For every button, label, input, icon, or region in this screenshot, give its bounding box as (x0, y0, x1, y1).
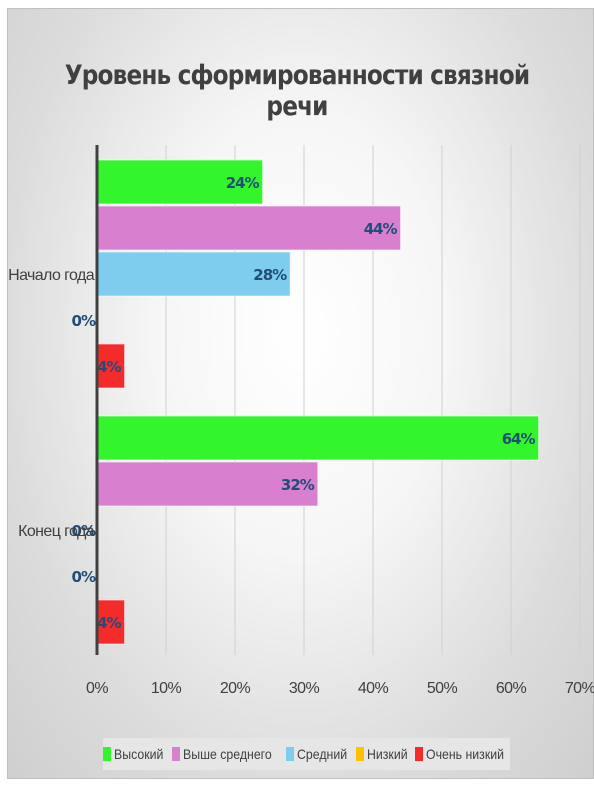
legend-item: Выше среднего (171, 746, 280, 762)
x-tick-label: 40% (358, 680, 389, 697)
bar (96, 343, 126, 389)
legend-swatch (355, 747, 364, 761)
legend-label: Очень низкий (425, 746, 504, 762)
legend-swatch (285, 747, 294, 761)
legend-item: Высокий (102, 746, 166, 762)
bar (96, 251, 291, 297)
legend-swatch (102, 747, 111, 761)
legend-swatch (414, 747, 423, 761)
legend-swatch (171, 747, 180, 761)
x-tick-label: 10% (151, 680, 182, 697)
data-label: 28% (253, 266, 287, 284)
legend-label: Низкий (366, 746, 408, 762)
legend-label: Средний (296, 746, 347, 762)
data-label: 32% (281, 476, 315, 494)
chart-title: Уровень сформированности связной речи (64, 60, 530, 122)
legend-item: Очень низкий (414, 746, 511, 762)
bar (96, 599, 126, 645)
x-tick-label: 0% (86, 680, 108, 697)
data-label: 64% (502, 430, 536, 448)
legend-label: Высокий (113, 746, 164, 762)
x-tick-label: 30% (289, 680, 320, 697)
data-label: 4% (97, 614, 121, 632)
data-label: 0% (72, 522, 96, 540)
x-tick-label: 60% (496, 680, 527, 697)
bar (96, 159, 264, 205)
data-label: 0% (72, 312, 96, 330)
legend-item: Низкий (355, 746, 409, 762)
legend-label: Выше среднего (182, 746, 272, 762)
x-tick-label: 50% (427, 680, 458, 697)
category-label: Конец года (18, 523, 95, 540)
data-label: 0% (72, 568, 96, 586)
data-label: 44% (364, 220, 398, 238)
legend-item: Средний (285, 746, 350, 762)
data-label: 24% (226, 174, 260, 192)
data-label: 4% (97, 358, 121, 376)
legend: Высокий Выше среднего Средний Низкий Очень н… (102, 738, 511, 770)
chart-area (7, 8, 594, 779)
bar (96, 461, 319, 507)
category-label: Начало года (8, 267, 95, 284)
x-tick-label: 70% (565, 680, 594, 697)
bar (96, 415, 540, 461)
bar (96, 205, 402, 251)
x-tick-label: 20% (220, 680, 251, 697)
